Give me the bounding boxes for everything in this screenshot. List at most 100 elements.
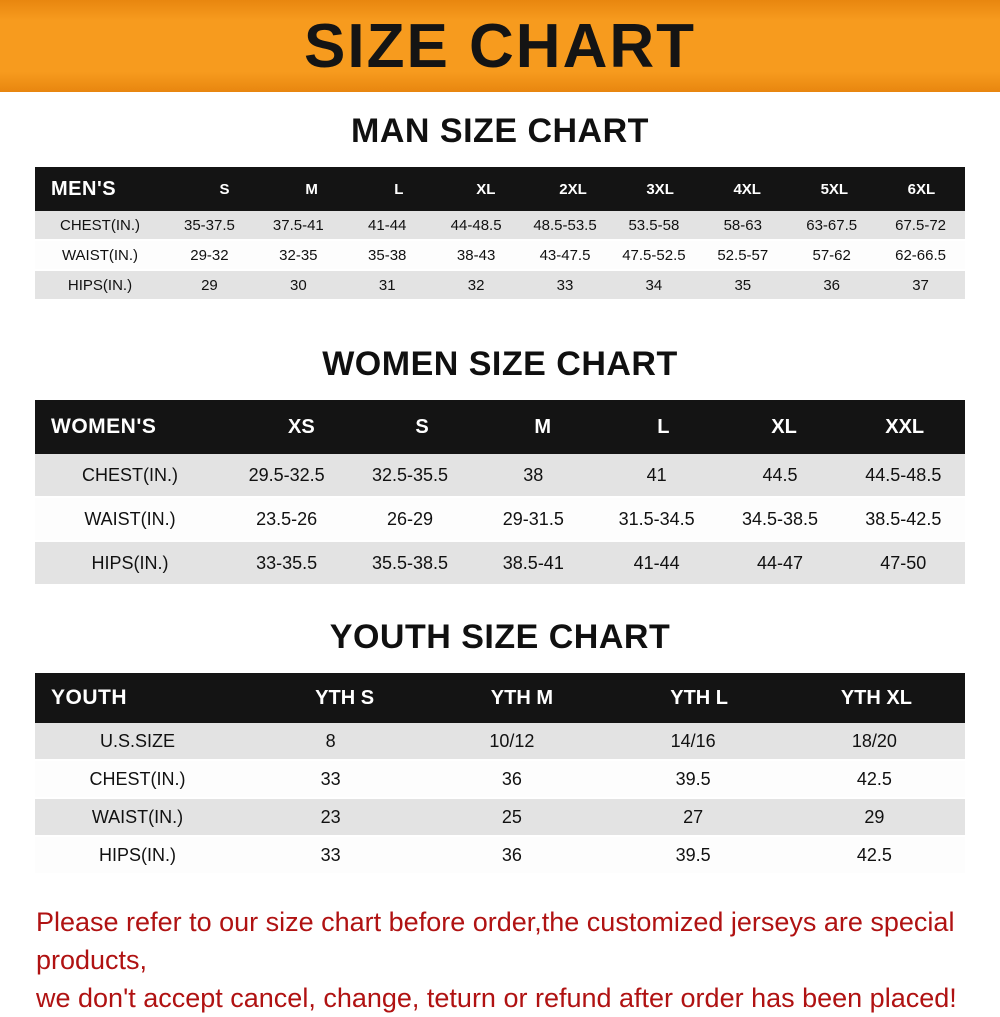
size-column-header: 2XL	[559, 180, 587, 198]
size-value-cell: 36	[501, 768, 522, 789]
table-corner-label: YOUTH	[51, 686, 127, 709]
disclaimer-line: Please refer to our size chart before or…	[36, 907, 955, 975]
size-value-cell: 53.5-58	[628, 216, 680, 234]
size-column-header: M	[305, 180, 318, 198]
size-value-cell: 18/20	[851, 730, 897, 751]
size-column-header: 3XL	[646, 180, 674, 198]
table-header-row: WOMEN'S XS S M L XL XXL	[35, 400, 965, 454]
size-value-cell: 35	[734, 276, 752, 294]
row-label: HIPS(IN.)	[98, 844, 176, 865]
women-size-table: WOMEN'S XS S M L XL XXL CHEST(IN.) 29.5-32.5 32.5…	[35, 400, 965, 586]
measurement-row: WAIST(IN.) 29-32 32-35 35-38 38-43 43-47.5 47.…	[35, 241, 965, 271]
table-header-row: YOUTH YTH S YTH M YTH L YTH XL	[35, 673, 965, 723]
measurement-row: CHEST(IN.) 35-37.5 37.5-41 41-44 44-48.5 48.5…	[35, 211, 965, 241]
measurement-row: CHEST(IN.) 29.5-32.5 32.5-35.5 38 41 44.5 44.5…	[35, 454, 965, 498]
size-column-header: S	[415, 415, 429, 438]
size-value-cell: 39.5	[675, 844, 711, 865]
size-column-header: XL	[476, 180, 496, 198]
size-value-cell: 26-29	[386, 508, 434, 529]
size-value-cell: 31.5-34.5	[618, 508, 695, 529]
size-value-cell: 41-44	[633, 552, 680, 573]
size-column-header: XXL	[885, 415, 925, 438]
size-value-cell: 42.5	[856, 768, 892, 789]
row-label: WAIST(IN.)	[84, 508, 176, 529]
size-value-cell: 29.5-32.5	[248, 464, 325, 485]
size-column-header: YTH S	[315, 686, 375, 709]
measurement-row: HIPS(IN.) 33 36 39.5 42.5	[35, 837, 965, 875]
size-value-cell: 32-35	[279, 246, 318, 264]
size-column-header: 5XL	[820, 180, 849, 198]
size-value-cell: 32.5-35.5	[371, 464, 449, 485]
size-value-cell: 32	[467, 276, 485, 294]
size-value-cell: 37.5-41	[272, 216, 324, 234]
size-value-cell: 35-37.5	[184, 216, 235, 234]
size-value-cell: 29	[864, 806, 885, 827]
disclaimer-line: we don't accept cancel, change, teturn o…	[36, 983, 957, 1013]
table-header-row: MEN'S S M L XL 2XL 3XL 4XL 5XL 6XL	[35, 167, 965, 211]
measurement-row: HIPS(IN.) 29 30 31 32 33 34 35 36 37	[35, 271, 965, 301]
size-value-cell: 36	[823, 276, 841, 294]
size-column-header: S	[219, 180, 230, 198]
size-value-cell: 44.5-48.5	[865, 464, 942, 485]
size-value-cell: 23	[320, 806, 341, 827]
row-label: HIPS(IN.)	[67, 276, 133, 294]
size-value-cell: 41	[646, 464, 667, 485]
size-value-cell: 39.5	[675, 768, 711, 789]
size-value-cell: 42.5	[856, 844, 892, 865]
measurement-row: U.S.SIZE 8 10/12 14/16 18/20	[35, 723, 965, 761]
size-value-cell: 34	[645, 276, 663, 294]
size-value-cell: 38.5-42.5	[865, 508, 942, 529]
table-corner-label: MEN'S	[51, 177, 117, 200]
women-size-chart-heading: WOMEN SIZE CHART	[322, 345, 678, 383]
men-size-table: MEN'S S M L XL 2XL 3XL 4XL 5XL 6XL CHEST(IN.) 35-37…	[35, 167, 965, 301]
size-value-cell: 25	[501, 806, 522, 827]
size-value-cell: 14/16	[670, 730, 716, 751]
size-value-cell: 35.5-38.5	[371, 552, 449, 573]
youth-size-chart-heading: YOUTH SIZE CHART	[329, 618, 671, 656]
row-label: HIPS(IN.)	[91, 552, 169, 573]
page-title: SIZE CHART	[304, 11, 696, 81]
size-value-cell: 67.5-72	[895, 216, 946, 234]
size-chart-banner: SIZE CHART	[0, 0, 1000, 92]
size-column-header: XS	[287, 415, 315, 438]
size-value-cell: 41-44	[368, 216, 407, 234]
size-value-cell: 30	[289, 276, 307, 294]
measurement-row: HIPS(IN.) 33-35.5 35.5-38.5 38.5-41 41-44 44-…	[35, 542, 965, 586]
size-value-cell: 29-32	[190, 246, 229, 264]
size-column-header: YTH L	[670, 686, 729, 709]
row-label: CHEST(IN.)	[60, 216, 140, 234]
size-value-cell: 62-66.5	[895, 246, 946, 264]
row-label: WAIST(IN.)	[91, 806, 184, 827]
size-value-cell: 44.5	[762, 464, 798, 485]
size-value-cell: 38.5-41	[502, 552, 564, 573]
youth-size-table: YOUTH YTH S YTH M YTH L YTH XL U.S.SIZE 8 10/12…	[35, 673, 965, 875]
measurement-row: WAIST(IN.) 23.5-26 26-29 29-31.5 31.5-34.5 34…	[35, 498, 965, 542]
size-column-header: L	[657, 415, 670, 438]
size-value-cell: 37	[912, 276, 929, 294]
size-column-header: 4XL	[733, 180, 761, 198]
size-value-cell: 31	[378, 276, 396, 294]
size-value-cell: 35-38	[368, 246, 407, 264]
size-value-cell: 57-62	[812, 246, 851, 264]
size-value-cell: 47-50	[880, 552, 927, 573]
size-value-cell: 10/12	[489, 730, 535, 751]
size-value-cell: 44-47	[756, 552, 803, 573]
size-value-cell: 44-48.5	[450, 216, 502, 234]
row-label: U.S.SIZE	[99, 730, 175, 751]
size-value-cell: 36	[501, 844, 522, 865]
size-value-cell: 29	[201, 276, 218, 294]
size-column-header: M	[534, 415, 552, 438]
size-value-cell: 38	[523, 464, 544, 485]
man-size-chart-heading: MAN SIZE CHART	[351, 112, 649, 150]
size-value-cell: 38-43	[456, 246, 496, 264]
size-value-cell: 27	[683, 806, 704, 827]
size-value-cell: 33	[320, 844, 341, 865]
size-value-cell: 29-31.5	[502, 508, 564, 529]
size-value-cell: 33	[320, 768, 341, 789]
size-value-cell: 23.5-26	[256, 508, 318, 529]
size-column-header: YTH XL	[840, 686, 912, 709]
measurement-row: WAIST(IN.) 23 25 27 29	[35, 799, 965, 837]
size-column-header: XL	[771, 415, 797, 438]
size-value-cell: 8	[325, 730, 336, 751]
size-column-header: L	[394, 180, 404, 198]
